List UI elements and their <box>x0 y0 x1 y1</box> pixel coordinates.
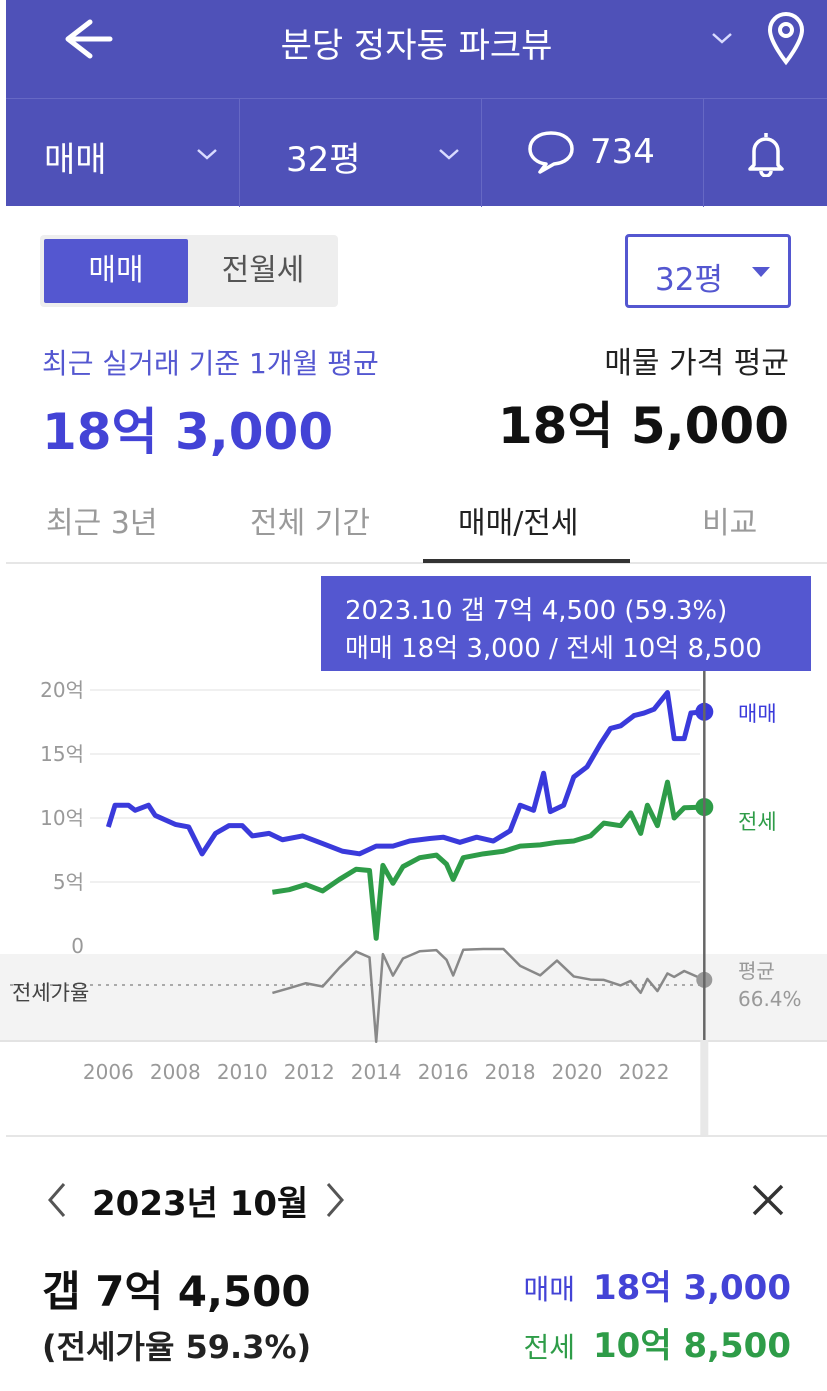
next-month-icon[interactable] <box>322 1178 350 1222</box>
x-tick-label: 2018 <box>485 1060 536 1084</box>
segment-sale[interactable]: 매매 <box>44 239 188 303</box>
recent-price-label: 최근 실거래 기준 1개월 평균 <box>42 347 379 380</box>
tooltip-price-line: 매매 18억 3,000 / 전세 10억 8,500 <box>345 634 762 664</box>
detail-sale-value: 18억 3,000 <box>593 1268 791 1308</box>
jeonse-end-label: 전세 <box>738 810 777 834</box>
gap-value: 갭 7억 4,500 <box>42 1267 311 1316</box>
ratio-line <box>272 947 705 1044</box>
detail-sale-row: 매매 18억 3,000 <box>523 1260 791 1309</box>
y-tick-label: 0 <box>71 934 84 958</box>
detail-date: 2023년 10월 <box>92 1184 309 1224</box>
size-dropdown[interactable]: 32평 <box>240 99 482 207</box>
detail-jeonse-label: 전세 <box>523 1331 576 1364</box>
active-tab-indicator <box>423 559 630 563</box>
tab-recent-3y[interactable]: 최근 3년 <box>46 506 158 541</box>
comment-count: 734 <box>590 132 655 172</box>
trade-segment-control: 매매 전월세 <box>40 235 338 307</box>
y-tick-label: 10억 <box>40 806 84 830</box>
back-arrow-icon[interactable] <box>54 14 114 64</box>
tab-all-period[interactable]: 전체 기간 <box>250 506 370 541</box>
jeonse-ratio-value: (전세가율 59.3%) <box>42 1328 312 1366</box>
pyeong-select[interactable]: 32평 <box>625 234 791 308</box>
location-pin-icon[interactable] <box>762 10 810 66</box>
comments-button[interactable]: 734 <box>482 99 704 207</box>
x-tick-label: 2016 <box>418 1060 469 1084</box>
trade-type-dropdown[interactable]: 매매 <box>6 99 240 207</box>
period-tabs: 최근 3년 전체 기간 매매/전세 비교 <box>6 480 827 564</box>
cursor-handle <box>700 1040 709 1136</box>
prev-month-icon[interactable] <box>42 1178 70 1222</box>
speech-bubble-icon <box>528 131 574 174</box>
tab-sale-jeonse[interactable]: 매매/전세 <box>458 506 579 541</box>
y-tick-label: 5억 <box>53 870 84 894</box>
detail-jeonse-row: 전세 10억 8,500 <box>523 1318 791 1367</box>
chevron-down-icon <box>439 149 459 160</box>
x-tick-label: 2020 <box>552 1060 603 1084</box>
sale-series-line <box>105 690 705 857</box>
ratio-panel-label: 전세가율 <box>12 981 89 1005</box>
ratio-panel <box>0 954 827 1040</box>
x-tick-label: 2010 <box>217 1060 268 1084</box>
jeonse-series-line <box>272 779 705 941</box>
y-tick-label: 20억 <box>40 678 84 702</box>
close-icon[interactable] <box>748 1180 788 1220</box>
segment-rent[interactable]: 전월세 <box>221 253 305 288</box>
filter-bar: 매매 32평 734 <box>6 98 827 207</box>
sale-end-label: 매매 <box>738 702 777 726</box>
x-tick-label: 2014 <box>351 1060 402 1084</box>
ratio-avg-value: 66.4% <box>738 987 802 1011</box>
recent-price-value: 18억 3,000 <box>42 403 334 461</box>
ratio-avg-label: 평균 <box>738 959 775 983</box>
pyeong-select-value: 32평 <box>655 262 723 298</box>
complex-title[interactable]: 분당 정자동 파크뷰 <box>280 26 553 66</box>
x-tick-label: 2022 <box>619 1060 670 1084</box>
notification-button[interactable] <box>704 99 827 207</box>
listing-price-value: 18억 5,000 <box>497 397 789 455</box>
caret-down-icon <box>752 267 770 277</box>
listing-price-label: 매물 가격 평균 <box>604 346 789 381</box>
chart-tooltip: 2023.10 갭 7억 4,500 (59.3%) 매매 18억 3,000 … <box>321 576 811 671</box>
x-tick-label: 2012 <box>284 1060 335 1084</box>
trade-type-label: 매매 <box>44 140 107 180</box>
tooltip-gap-line: 2023.10 갭 7억 4,500 (59.3%) <box>345 596 728 626</box>
tab-compare[interactable]: 비교 <box>702 506 758 541</box>
chevron-down-icon[interactable] <box>709 28 735 48</box>
chevron-down-icon <box>197 149 217 160</box>
detail-sale-label: 매매 <box>523 1273 576 1306</box>
bell-icon <box>748 133 784 177</box>
top-app-bar: 분당 정자동 파크뷰 <box>6 0 827 98</box>
detail-jeonse-value: 10억 8,500 <box>593 1326 791 1366</box>
x-tick-label: 2008 <box>150 1060 201 1084</box>
x-tick-label: 2006 <box>83 1060 134 1084</box>
size-label: 32평 <box>286 140 361 180</box>
y-tick-label: 15억 <box>40 742 84 766</box>
